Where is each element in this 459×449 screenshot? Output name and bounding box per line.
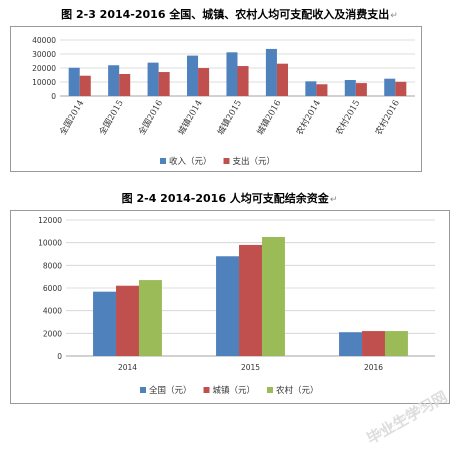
- y-tick-label: 4000: [43, 307, 62, 316]
- chart-frame: [10, 26, 422, 172]
- bar: [198, 68, 210, 96]
- bar: [187, 55, 199, 96]
- legend-label: 支出（元）: [233, 156, 276, 167]
- bar: [93, 291, 117, 356]
- chart1-title: 图 2-3 2014-2016 全国、城镇、农村人均可支配收入及消费支出↵: [0, 6, 459, 22]
- bar: [147, 62, 159, 96]
- chart2-title-text: 图 2-4 2014-2016 人均可支配结余资金: [121, 192, 329, 205]
- legend-label: 收入（元）: [169, 156, 212, 167]
- legend-swatch: [223, 158, 230, 164]
- y-tick-label: 10000: [32, 78, 56, 87]
- bar: [384, 78, 396, 96]
- bar: [119, 74, 131, 96]
- bar: [138, 280, 162, 356]
- bar: [344, 80, 356, 96]
- bar: [108, 65, 120, 96]
- y-tick-label: 6000: [43, 284, 62, 293]
- y-tick-label: 8000: [43, 261, 62, 270]
- bar: [362, 331, 385, 356]
- bar: [316, 84, 328, 96]
- x-tick-label: 2016: [364, 363, 383, 372]
- legend-label: 农村（元）: [276, 385, 319, 396]
- paragraph-mark: ↵: [390, 11, 398, 21]
- bar: [68, 67, 80, 96]
- legend-swatch: [267, 387, 273, 393]
- legend-label: 城镇（元）: [213, 385, 256, 396]
- bar: [216, 256, 240, 356]
- bar: [237, 66, 249, 96]
- bar: [384, 331, 408, 356]
- bar: [116, 285, 139, 356]
- x-tick-label: 2014: [118, 363, 137, 372]
- y-tick-label: 40000: [32, 36, 56, 45]
- y-tick-label: 20000: [32, 64, 56, 73]
- legend-label: 全国（元）: [149, 385, 192, 396]
- y-tick-label: 0: [57, 352, 62, 361]
- bar: [276, 63, 288, 96]
- bar: [261, 237, 285, 356]
- legend-swatch: [203, 387, 210, 393]
- bar: [226, 52, 238, 96]
- legend-swatch: [160, 158, 166, 164]
- paragraph-mark: ↵: [329, 195, 338, 205]
- chart2-title: 图 2-4 2014-2016 人均可支配结余资金↵: [0, 190, 459, 206]
- chart1-title-text: 图 2-3 2014-2016 全国、城镇、农村人均可支配收入及消费支出: [61, 8, 390, 21]
- y-tick-label: 12000: [38, 216, 62, 225]
- bar: [395, 81, 407, 96]
- bar: [355, 83, 367, 96]
- bar: [158, 72, 170, 96]
- y-tick-label: 2000: [43, 329, 62, 338]
- y-tick-label: 0: [51, 92, 56, 101]
- bar: [79, 75, 91, 96]
- bar: [265, 48, 277, 96]
- chart2: 0 2000 4000 6000 8000 10000 12000 2014 2015 2016 全…: [10, 210, 450, 404]
- legend-swatch: [140, 387, 146, 393]
- x-tick-label: 2015: [241, 363, 260, 372]
- y-tick-label: 30000: [32, 50, 56, 59]
- bar: [305, 81, 317, 96]
- y-tick-label: 10000: [38, 239, 62, 248]
- bar: [339, 332, 363, 356]
- bar: [239, 244, 262, 356]
